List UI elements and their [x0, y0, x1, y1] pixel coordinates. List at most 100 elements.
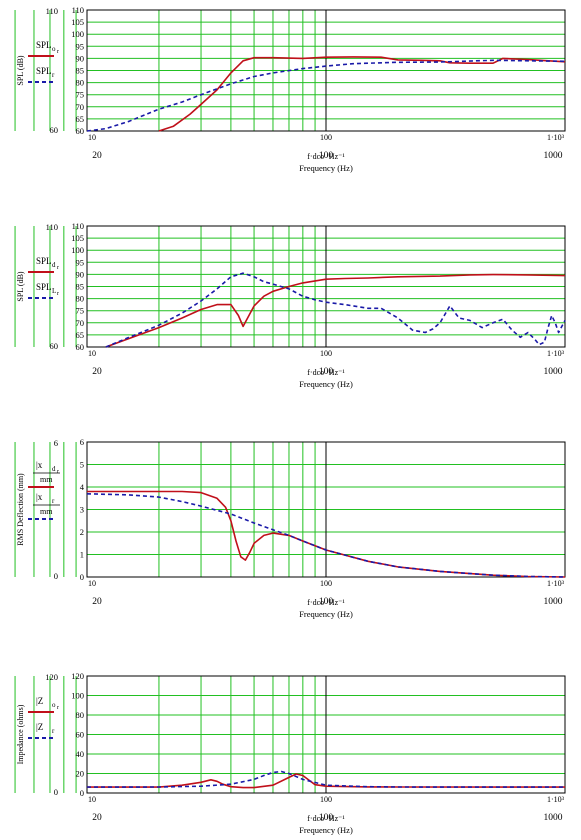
y-tick-label: 105 — [71, 17, 84, 27]
legend-label: SPL — [36, 256, 52, 266]
legend-label: SPL — [36, 40, 52, 50]
y-range-bottom: 60 — [50, 341, 59, 351]
y-tick-label: 4 — [80, 482, 85, 492]
legend-label: |Z — [36, 696, 43, 706]
y-tick-label: 80 — [76, 710, 85, 720]
x-axis-label: Frequency (Hz) — [299, 825, 353, 835]
y-tick-label: 60 — [76, 126, 85, 136]
y-axis-label: SPL (dB) — [16, 55, 25, 85]
y-tick-label: 65 — [76, 330, 85, 340]
legend-unit: mm — [40, 475, 53, 484]
chart-3: 0 1 2 3 4 5 6 10 100 1·10³ 20 100 1000 f·dco ·Hz⁻¹ Fre… — [14, 437, 566, 619]
y-axis-label: Impedance (ohms) — [16, 704, 25, 764]
legend-subscript: o — [52, 45, 56, 53]
y-tick-label: 20 — [76, 769, 85, 779]
y-tick-label: 70 — [76, 318, 85, 328]
x-expression: f·dco ·Hz⁻¹ — [307, 368, 345, 377]
x-axis-label: Frequency (Hz) — [299, 609, 353, 619]
y-range-top: 6 — [54, 438, 58, 448]
x-tick-label: 100 — [320, 579, 332, 588]
y-tick-label: 0 — [80, 572, 84, 582]
x-expression: f·dco ·Hz⁻¹ — [307, 152, 345, 161]
y-tick-label: 100 — [71, 691, 84, 701]
x-tick-label-secondary: 20 — [92, 367, 102, 377]
y-range-bottom: 60 — [50, 125, 59, 135]
legend-subscript-2: r — [57, 291, 59, 297]
y-tick-label: 75 — [76, 90, 85, 100]
y-tick-label: 60 — [76, 342, 85, 352]
x-tick-label-secondary: 100 — [319, 813, 334, 823]
legend-subscript-2: r — [57, 705, 59, 711]
chart-1: 60 65 70 75 80 85 90 95 100 105 110 10 100 1·10³ 20 100… — [14, 5, 566, 173]
plot-frame — [86, 441, 566, 578]
legend: |x d rmm|x rmm — [28, 460, 60, 520]
series-line-1 — [158, 56, 566, 132]
x-expression: f·dco ·Hz⁻¹ — [307, 814, 345, 823]
x-tick-label-secondary: 1000 — [544, 813, 563, 823]
series-line-2 — [86, 59, 566, 132]
y-axis-label: SPL (dB) — [16, 271, 25, 301]
y-tick-label: 110 — [72, 5, 84, 15]
legend-item-1: |Z o r — [28, 696, 59, 713]
series-line-1 — [87, 490, 566, 578]
y-tick-label: 3 — [80, 505, 84, 515]
x-tick-label: 1·10³ — [547, 349, 565, 358]
y-tick-label: 40 — [76, 749, 85, 759]
legend-subscript-2: r — [57, 49, 59, 55]
x-tick-label: 1·10³ — [547, 579, 565, 588]
y-range-bottom: 0 — [54, 787, 58, 797]
x-tick-label-secondary: 20 — [92, 597, 102, 607]
x-tick-label-secondary: 100 — [319, 367, 334, 377]
x-tick-label-secondary: 1000 — [544, 597, 563, 607]
x-tick-label: 1·10³ — [547, 795, 565, 804]
x-tick-label-secondary: 1000 — [544, 151, 563, 161]
legend-subscript-2: r — [57, 469, 59, 475]
y-tick-label: 85 — [76, 66, 85, 76]
series-line-1 — [105, 273, 566, 348]
legend-item-2: |x r mm — [28, 492, 60, 520]
y-tick-label: 120 — [71, 671, 84, 681]
y-range-top: 110 — [46, 6, 58, 16]
legend-label: |x — [36, 492, 43, 502]
plot-frame — [86, 225, 566, 348]
chart-2: 60 65 70 75 80 85 90 95 100 105 110 10 100 1·10³ 20 100… — [14, 221, 566, 389]
x-expression: f·dco ·Hz⁻¹ — [307, 598, 345, 607]
x-tick-label-secondary: 100 — [319, 597, 334, 607]
plot-frame — [86, 675, 566, 794]
legend-item-1: SPL d r — [28, 256, 59, 273]
y-tick-label: 1 — [80, 550, 84, 560]
legend-label: |Z — [36, 722, 43, 732]
y-tick-label: 100 — [71, 245, 84, 255]
x-tick-label: 100 — [320, 795, 332, 804]
y-tick-label: 60 — [76, 730, 85, 740]
legend-subscript-2: r — [57, 265, 59, 271]
y-tick-label: 90 — [76, 269, 85, 279]
x-tick-label: 100 — [320, 133, 332, 142]
legend-subscript: L — [52, 287, 56, 295]
y-tick-label: 6 — [80, 437, 84, 447]
y-tick-label: 100 — [71, 29, 84, 39]
y-tick-label: 0 — [80, 788, 84, 798]
y-tick-label: 65 — [76, 114, 85, 124]
y-tick-label: 5 — [80, 460, 84, 470]
series-line-2 — [86, 770, 565, 788]
legend-subscript: d — [52, 465, 56, 473]
y-tick-label: 80 — [76, 294, 85, 304]
legend-subscript: r — [52, 71, 55, 79]
legend-unit: mm — [40, 507, 53, 516]
y-tick-label: 2 — [80, 527, 84, 537]
y-tick-label: 70 — [76, 102, 85, 112]
legend-item-2: |Z r — [28, 722, 55, 739]
legend-subscript: o — [52, 701, 56, 709]
x-axis-label: Frequency (Hz) — [299, 163, 353, 173]
y-tick-label: 105 — [71, 233, 84, 243]
x-tick-label: 100 — [320, 349, 332, 358]
x-tick-label: 10 — [88, 133, 96, 142]
y-range-bottom: 0 — [54, 571, 58, 581]
y-tick-label: 95 — [76, 257, 85, 267]
y-tick-label: 95 — [76, 41, 85, 51]
